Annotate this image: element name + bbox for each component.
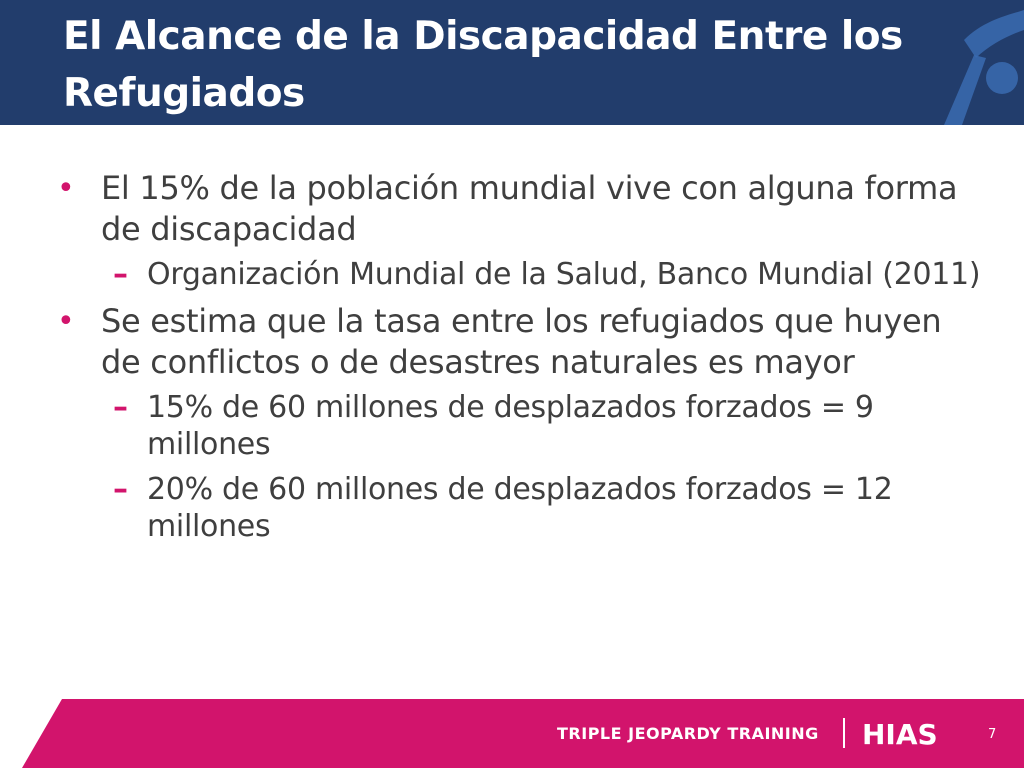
dash-icon: – bbox=[113, 257, 128, 292]
slide-title: El Alcance de la Discapacidad Entre los … bbox=[63, 14, 903, 116]
bullet-item: • El 15% de la población mundial vive co… bbox=[55, 168, 985, 250]
hias-figure-logo-icon bbox=[944, 10, 1024, 125]
dash-icon: – bbox=[113, 390, 128, 425]
title-bar: El Alcance de la Discapacidad Entre los … bbox=[0, 0, 1024, 125]
footer-program-label: TRIPLE JEOPARDY TRAINING bbox=[557, 724, 819, 743]
bullet-icon: • bbox=[57, 171, 75, 206]
bullet-text: Se estima que la tasa entre los refugiad… bbox=[101, 302, 942, 381]
sub-bullet-item: – Organización Mundial de la Salud, Banc… bbox=[101, 256, 985, 293]
page-number: 7 bbox=[988, 727, 997, 742]
sub-bullet-text: Organización Mundial de la Salud, Banco … bbox=[147, 257, 981, 292]
slide-body: • El 15% de la población mundial vive co… bbox=[55, 168, 985, 553]
sub-bullet-text: 20% de 60 millones de desplazados forzad… bbox=[147, 472, 893, 544]
footer-divider bbox=[843, 718, 845, 748]
footer-band bbox=[22, 699, 1024, 768]
sub-bullet-item: – 20% de 60 millones de desplazados forz… bbox=[101, 471, 985, 545]
sub-bullet-item: – 15% de 60 millones de desplazados forz… bbox=[101, 389, 985, 463]
bullet-icon: • bbox=[57, 304, 75, 339]
bullet-text: El 15% de la población mundial vive con … bbox=[101, 169, 958, 248]
dash-icon: – bbox=[113, 472, 128, 507]
footer-bar bbox=[0, 699, 1024, 768]
sub-bullet-text: 15% de 60 millones de desplazados forzad… bbox=[147, 390, 874, 462]
bullet-item: • Se estima que la tasa entre los refugi… bbox=[55, 301, 985, 383]
hias-logo: HIAS bbox=[862, 718, 938, 751]
